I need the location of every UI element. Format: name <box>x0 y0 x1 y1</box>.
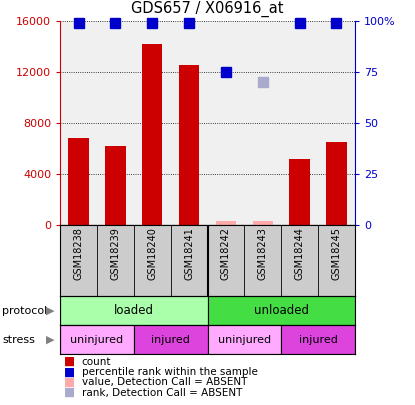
Bar <box>208 296 355 325</box>
Text: protocol: protocol <box>2 306 47 315</box>
Text: GSM18241: GSM18241 <box>184 227 194 280</box>
Text: percentile rank within the sample: percentile rank within the sample <box>82 367 258 377</box>
Text: ▶: ▶ <box>46 335 54 345</box>
Text: injured: injured <box>151 335 190 345</box>
Text: GSM18239: GSM18239 <box>110 227 120 280</box>
Text: stress: stress <box>2 335 35 345</box>
Bar <box>179 65 199 225</box>
Text: ■: ■ <box>64 376 76 389</box>
Text: GSM18238: GSM18238 <box>73 227 83 280</box>
Text: uninjured: uninjured <box>218 335 271 345</box>
Text: GSM18245: GSM18245 <box>332 227 342 280</box>
Text: GSM18243: GSM18243 <box>258 227 268 280</box>
Text: ■: ■ <box>64 355 76 368</box>
Bar <box>253 221 273 225</box>
Bar <box>60 296 208 325</box>
Bar <box>208 325 281 354</box>
Text: ■: ■ <box>64 386 76 399</box>
Text: GSM18244: GSM18244 <box>295 227 305 280</box>
Text: injured: injured <box>298 335 337 345</box>
Bar <box>289 159 310 225</box>
Bar <box>326 142 347 225</box>
Text: loaded: loaded <box>114 304 154 317</box>
Bar <box>134 325 208 354</box>
Bar <box>105 146 126 225</box>
Text: count: count <box>82 357 111 367</box>
Bar <box>281 325 355 354</box>
Text: rank, Detection Call = ABSENT: rank, Detection Call = ABSENT <box>82 388 242 398</box>
Text: uninjured: uninjured <box>71 335 124 345</box>
Bar <box>142 44 162 225</box>
Bar <box>60 325 134 354</box>
Text: unloaded: unloaded <box>254 304 309 317</box>
Bar <box>216 222 236 225</box>
Text: GSM18240: GSM18240 <box>147 227 157 280</box>
Text: ■: ■ <box>64 365 76 378</box>
Text: ▶: ▶ <box>46 306 54 315</box>
Text: value, Detection Call = ABSENT: value, Detection Call = ABSENT <box>82 377 247 387</box>
Text: GSM18242: GSM18242 <box>221 227 231 280</box>
Text: GDS657 / X06916_at: GDS657 / X06916_at <box>131 0 284 17</box>
Bar <box>68 138 89 225</box>
